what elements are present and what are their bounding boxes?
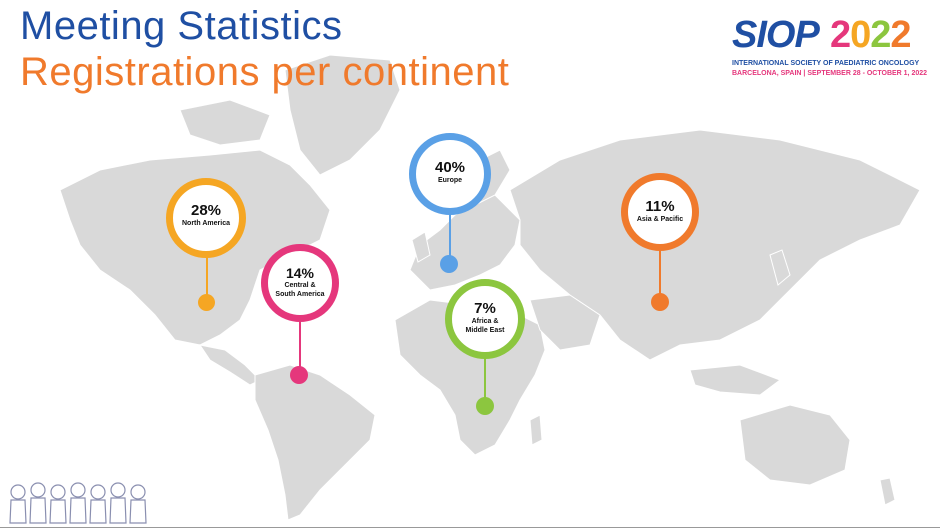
- footer-divider: [0, 527, 940, 528]
- australia-shape: [739, 404, 851, 486]
- north-america-percent: 28%: [190, 202, 222, 219]
- asia-pacific-bubble: 11% Asia & Pacific: [621, 173, 699, 251]
- page-subtitle: Registrations per continent: [20, 50, 510, 94]
- africa-middle-east-stem: [484, 355, 486, 400]
- uk-shape: [411, 231, 431, 263]
- africa-middle-east-label-line2: Middle East: [465, 327, 505, 334]
- logo-organization: INTERNATIONAL SOCIETY OF PAEDIATRIC ONCO…: [732, 60, 920, 67]
- central-america-shape: [198, 344, 261, 386]
- europe-stem: [449, 210, 451, 260]
- page-title: Meeting Statistics: [20, 4, 343, 48]
- north-america-bubble: 28% North America: [166, 178, 246, 258]
- central-south-america-label-line2: South America: [275, 291, 325, 298]
- siop-2022-logo: SIOP 2022 INTERNATIONAL SOCIETY OF PAEDI…: [730, 10, 930, 85]
- africa-middle-east-label-line1: Africa &: [471, 318, 499, 325]
- south-america-shape: [254, 364, 376, 521]
- central-south-america-bubble: 14% Central & South America: [261, 244, 339, 322]
- asia-pacific-percent: 11%: [645, 198, 675, 215]
- asia-pacific-stem: [659, 248, 661, 298]
- europe-percent: 40%: [434, 159, 466, 176]
- central-south-america-stem: [299, 320, 301, 372]
- africa-middle-east-dot: [476, 397, 494, 415]
- north-america-dot: [198, 294, 215, 311]
- arctic-islands-shape: [179, 99, 271, 146]
- europe-bubble: 40% Europe: [409, 133, 491, 215]
- logo-event-details: BARCELONA, SPAIN | SEPTEMBER 28 - OCTOBE…: [732, 70, 928, 77]
- central-south-america-label-line1: Central &: [284, 282, 316, 289]
- japan-shape: [769, 249, 791, 286]
- europe-label: Europe: [437, 177, 463, 184]
- logo-acronym: SIOP: [732, 14, 820, 56]
- central-south-america-percent: 14%: [285, 265, 315, 281]
- north-america-label: North America: [182, 220, 230, 227]
- children-illustration: [9, 482, 147, 524]
- asia-pacific-label: Asia & Pacific: [636, 216, 684, 223]
- greenland-shape: [284, 54, 401, 176]
- se-asia-islands-shape: [689, 364, 782, 396]
- africa-middle-east-bubble: 7% Africa & Middle East: [445, 279, 525, 359]
- north-america-stem: [206, 250, 208, 300]
- new-zealand-shape: [879, 477, 896, 506]
- logo-year: 2022: [830, 14, 912, 56]
- asia-shape: [509, 129, 921, 361]
- central-south-america-dot: [290, 366, 308, 384]
- madagascar-shape: [529, 414, 543, 446]
- asia-pacific-dot: [651, 293, 669, 311]
- europe-dot: [440, 255, 458, 273]
- europe-shape: [409, 189, 521, 291]
- africa-middle-east-percent: 7%: [474, 300, 496, 317]
